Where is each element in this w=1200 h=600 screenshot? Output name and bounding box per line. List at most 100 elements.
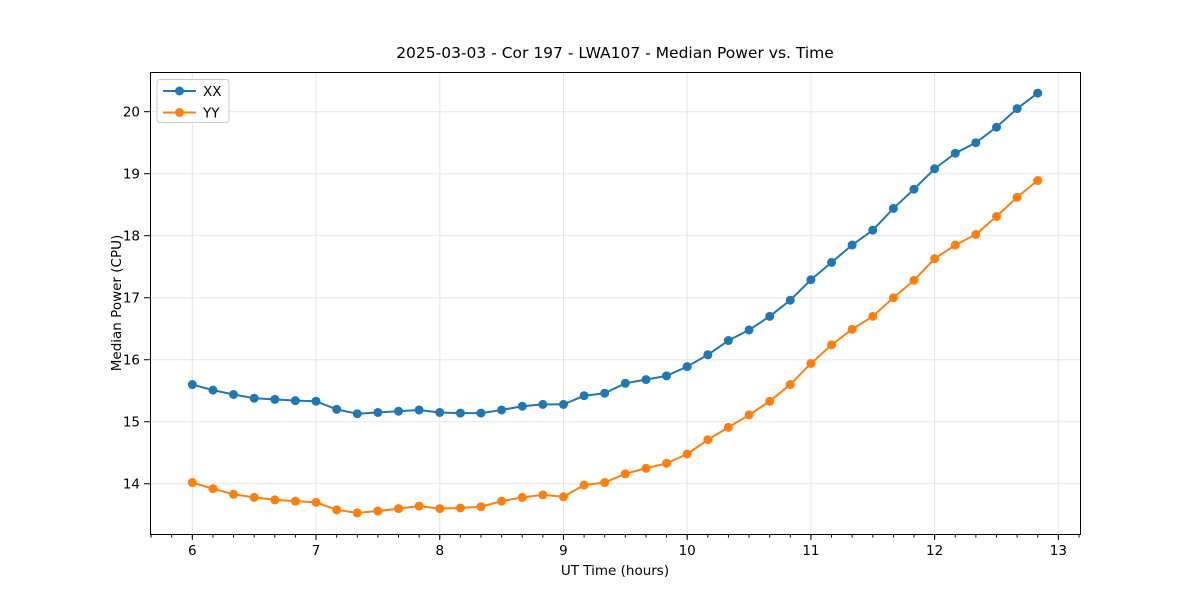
data-point-marker — [827, 257, 837, 267]
data-point-marker — [1033, 176, 1043, 186]
y-tick-label: 18 — [123, 229, 140, 245]
data-point-marker — [950, 240, 960, 250]
y-tick-label: 16 — [123, 353, 140, 369]
data-point-marker — [579, 391, 589, 401]
data-point-marker — [249, 393, 259, 403]
data-point-marker — [765, 396, 775, 406]
data-point-marker — [971, 138, 981, 148]
data-point-marker — [476, 502, 486, 512]
data-point-marker — [517, 401, 527, 411]
legend-entry-yy: YY — [163, 105, 220, 121]
legend: XX YY — [156, 79, 230, 123]
data-point-marker — [229, 389, 239, 399]
legend-swatch-marker — [175, 86, 184, 96]
data-point-marker — [620, 469, 630, 479]
data-point-marker — [600, 478, 610, 488]
data-point-marker — [497, 496, 507, 506]
data-point-marker — [270, 394, 280, 404]
data-point-marker — [909, 275, 919, 285]
data-point-marker — [847, 240, 857, 250]
series-xx — [187, 88, 1043, 419]
data-point-marker — [662, 458, 672, 468]
x-tick-label: 7 — [312, 543, 321, 559]
data-point-marker — [765, 311, 775, 321]
data-point-marker — [290, 396, 300, 406]
data-point-marker — [394, 406, 404, 416]
data-point-marker — [723, 336, 733, 346]
data-point-marker — [249, 492, 259, 502]
data-point-marker — [290, 496, 300, 506]
data-point-marker — [229, 489, 239, 499]
x-tick-label: 8 — [435, 543, 444, 559]
data-point-marker — [930, 254, 940, 264]
grid-lines — [150, 72, 1080, 534]
data-point-marker — [373, 407, 383, 417]
legend-label: XX — [203, 84, 222, 100]
legend-entry-xx: XX — [163, 84, 222, 100]
data-point-marker — [641, 375, 651, 385]
data-point-marker — [414, 501, 424, 511]
x-tick-label: 9 — [559, 543, 568, 559]
data-point-marker — [682, 449, 692, 459]
x-tick-label: 13 — [1050, 543, 1067, 559]
y-tick-label: 17 — [123, 291, 140, 307]
data-point-marker — [950, 148, 960, 158]
data-point-marker — [455, 503, 465, 513]
data-point-marker — [930, 164, 940, 174]
y-axis-label: Median Power (CPU) — [109, 235, 125, 371]
series-xx-line — [191, 92, 1039, 415]
series-yy-line — [191, 179, 1039, 514]
data-point-marker — [435, 407, 445, 417]
data-point-marker — [579, 480, 589, 490]
data-point-marker — [311, 497, 321, 507]
data-point-marker — [332, 404, 342, 414]
data-point-marker — [785, 295, 795, 305]
x-axis-label: UT Time (hours) — [561, 563, 669, 579]
series-group — [187, 88, 1043, 518]
data-point-marker — [806, 358, 816, 368]
data-point-marker — [662, 371, 672, 381]
data-point-marker — [723, 422, 733, 432]
plot-border — [150, 72, 1081, 535]
data-point-marker — [600, 388, 610, 398]
data-point-marker — [703, 350, 713, 360]
data-point-marker — [394, 504, 404, 514]
data-point-marker — [497, 405, 507, 415]
series-yy — [187, 176, 1043, 518]
data-point-marker — [517, 492, 527, 502]
data-point-marker — [311, 396, 321, 406]
y-tick-label: 20 — [123, 104, 140, 120]
data-point-marker — [187, 478, 197, 488]
data-point-marker — [909, 184, 919, 194]
data-point-marker — [208, 484, 218, 494]
data-point-marker — [991, 122, 1001, 132]
data-point-marker — [991, 211, 1001, 221]
data-point-marker — [806, 275, 816, 285]
data-point-marker — [270, 495, 280, 505]
data-point-marker — [744, 325, 754, 335]
data-point-marker — [352, 409, 362, 419]
data-point-marker — [558, 492, 568, 502]
legend-label: YY — [202, 105, 220, 121]
data-point-marker — [827, 340, 837, 350]
data-point-marker — [208, 385, 218, 395]
data-point-marker — [1033, 88, 1043, 98]
x-tick-label: 12 — [926, 543, 943, 559]
y-tick-label: 19 — [123, 167, 140, 183]
data-point-marker — [682, 362, 692, 372]
data-point-marker — [187, 380, 197, 390]
data-point-marker — [373, 506, 383, 516]
data-point-marker — [558, 399, 568, 409]
data-point-marker — [538, 399, 548, 409]
axis-ticks: 6 7 8 9 10 11 12 13 14 15 16 17 18 19 20 — [123, 104, 1080, 559]
x-tick-label: 6 — [188, 543, 197, 559]
data-point-marker — [641, 463, 651, 473]
data-point-marker — [352, 508, 362, 518]
data-point-marker — [620, 378, 630, 388]
data-point-marker — [888, 203, 898, 213]
chart-title: 2025-03-03 - Cor 197 - LWA107 - Median P… — [396, 44, 834, 62]
data-point-marker — [1012, 192, 1022, 202]
data-point-marker — [435, 504, 445, 514]
